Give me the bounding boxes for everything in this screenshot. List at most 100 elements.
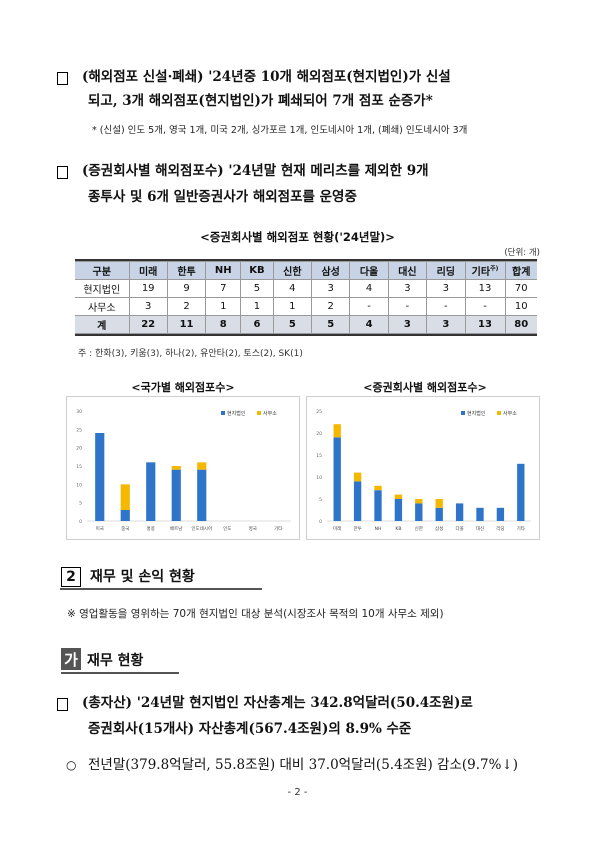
table-cell: 7	[205, 279, 242, 298]
header-cell: 다올	[349, 261, 389, 280]
x-tick-label: 인도네시아	[191, 525, 213, 532]
x-tick-label: NH	[375, 526, 382, 532]
x-tick-label: 삼성	[435, 525, 443, 532]
y-tick-label: 15	[316, 453, 322, 459]
y-tick-label: 0	[79, 519, 82, 525]
bar-segment-office	[394, 494, 403, 499]
table-cell: 3	[311, 279, 351, 298]
legend-label: 사무소	[503, 410, 517, 417]
table-cell: 3	[128, 297, 168, 316]
bullet2-line1: (증권회사별 해외점포수) '24년말 현재 메리츠를 제외한 9개	[82, 163, 429, 179]
section-title: 재무 및 손익 현황	[90, 569, 195, 585]
table-cell: 11	[166, 315, 207, 334]
y-tick-label: 0	[319, 519, 322, 525]
bullet3-line1: (총자산) '24년말 현지법인 자산총계는 342.8억달러(50.4조원)로	[82, 695, 473, 711]
subsection-underline	[61, 672, 179, 674]
x-tick-label: 홍콩	[147, 525, 155, 532]
bar-segment-office	[333, 424, 341, 438]
table-cell: 80	[504, 315, 537, 334]
bar-segment-subsidiary	[333, 437, 341, 521]
bullet-square	[57, 166, 68, 179]
table-cell: 1	[240, 297, 274, 316]
page-number: - 2 -	[287, 787, 308, 798]
chart-country-svg: 0 5 10 15 20 25 30 미국 중국 홍콩 베트남 인도네시아 인도 영국 기타 현지법인 사무소	[76, 409, 291, 532]
table-cell: 4	[349, 315, 389, 334]
x-tick-label: 베트남	[170, 525, 182, 532]
table-cell: 5	[240, 279, 274, 298]
x-tick-label: 신한	[415, 525, 423, 532]
bar-segment-subsidiary	[120, 510, 130, 521]
table-cell: 2	[311, 297, 351, 316]
y-tick-label: 5	[319, 497, 322, 503]
x-tick-label: 한투	[353, 526, 361, 532]
bullet3-line2: 증권회사(15개사) 자산총계(567.4조원)의 8.9% 수준	[88, 721, 412, 737]
table-cell: 1	[272, 297, 313, 316]
table-cell: 5	[272, 315, 313, 334]
footnote-marker: 주)	[490, 265, 499, 273]
legend-swatch	[257, 411, 261, 415]
legend-label: 사무소	[263, 410, 277, 417]
table-cell: 2	[166, 297, 207, 316]
table-cell: 1	[205, 297, 242, 316]
bullet1-footnote: * (신설) 인도 5개, 영국 1개, 미국 2개, 싱가포르 1개, 인도네…	[92, 125, 468, 136]
bar-segment-office	[415, 499, 423, 504]
table-cell: 3	[426, 279, 466, 298]
legend-swatch	[221, 411, 225, 415]
y-tick-label: 15	[76, 464, 82, 470]
bar-segment-office	[353, 472, 362, 482]
summary-table: 구분 미래 한투 NH KB 신한 삼성 다올 대신 리딩 기타주) 합계 현지…	[75, 259, 537, 336]
table-cell: 5	[311, 315, 351, 334]
legend-swatch	[497, 411, 501, 415]
header-cell: 대신	[387, 261, 428, 280]
legend-label: 현지법인	[467, 410, 486, 417]
table-cell: 4	[349, 279, 389, 298]
table-cell: 8	[205, 315, 242, 334]
x-tick-label: 다올	[455, 525, 463, 532]
section-note: ※ 영업활동을 영위하는 70개 현지법인 대상 분석(시장조사 목적의 10개…	[67, 608, 444, 620]
y-tick-label: 25	[316, 409, 322, 415]
chart-country: 0 5 10 15 20 25 30 미국 중국 홍콩 베트남 인도네시아 인도 영국 기타 현지법인 사무소	[66, 396, 300, 540]
table-cell: 10	[504, 297, 537, 316]
table-cell: 19	[128, 279, 168, 298]
table-cell: 70	[504, 279, 537, 298]
row-label-cell: 사무소	[75, 297, 130, 316]
chart-right-title: <증권회사별 해외점포수>	[363, 381, 487, 394]
x-tick-label: KB	[395, 526, 401, 532]
subsection-marker: 가	[61, 648, 81, 670]
x-tick-label: 미국	[96, 525, 104, 532]
bullet4-text: 전년말(379.8억달러, 55.8조원) 대비 37.0억달러(5.4조원) …	[88, 757, 519, 773]
header-cell: 신한	[272, 261, 313, 280]
bullet-square	[57, 698, 68, 711]
table-total-row: 계 22 11 8 6 5 5 4 3 3 13 80	[75, 315, 537, 334]
table-cell: 3	[426, 315, 466, 334]
table-cell: 22	[128, 315, 168, 334]
table-cell: 13	[464, 315, 506, 334]
bar-segment-subsidiary	[517, 463, 525, 521]
chart-company: 0 5 10 15 20 25 미래 한투 NH KB 신한 삼성 다올 대신 리딩 기타 현지법인 사무소	[306, 396, 540, 540]
legend-label: 현지법인	[227, 410, 246, 417]
x-tick-label: 영국	[249, 525, 257, 532]
bar-segment-office	[374, 485, 382, 491]
header-cell: 합계	[504, 261, 537, 280]
table-title: <증권회사별 해외점포 현황('24년말)>	[200, 230, 395, 244]
bar-segment-subsidiary	[146, 462, 156, 521]
x-tick-label: 인도	[223, 525, 231, 532]
bullet-circle: ○	[66, 758, 77, 772]
table-cell: 9	[166, 279, 207, 298]
table-note: 주 : 한화(3), 키움(3), 하나(2), 유안타(2), 토스(2), …	[78, 349, 303, 359]
table-cell: -	[387, 297, 428, 316]
bullet2-line2: 종투사 및 6개 일반증권사가 해외점포를 운영중	[88, 189, 357, 205]
bar-segment-office	[435, 499, 443, 508]
table-cell: 3	[387, 279, 428, 298]
x-tick-label: 기타	[274, 525, 283, 532]
bar-segment-subsidiary	[95, 433, 105, 521]
chart-left-title: <국가별 해외점포수>	[131, 381, 235, 394]
table-cell: -	[349, 297, 389, 316]
header-cell: 구분	[75, 261, 130, 280]
row-label-cell: 계	[75, 315, 130, 334]
bar-segment-subsidiary	[353, 481, 362, 521]
row-label-cell: 현지법인	[75, 279, 130, 298]
y-tick-label: 5	[79, 501, 82, 507]
bullet1-line1: (해외점포 신설·폐쇄) '24년중 10개 해외점포(현지법인)가 신설	[82, 69, 451, 85]
table-cell: 4	[272, 279, 313, 298]
